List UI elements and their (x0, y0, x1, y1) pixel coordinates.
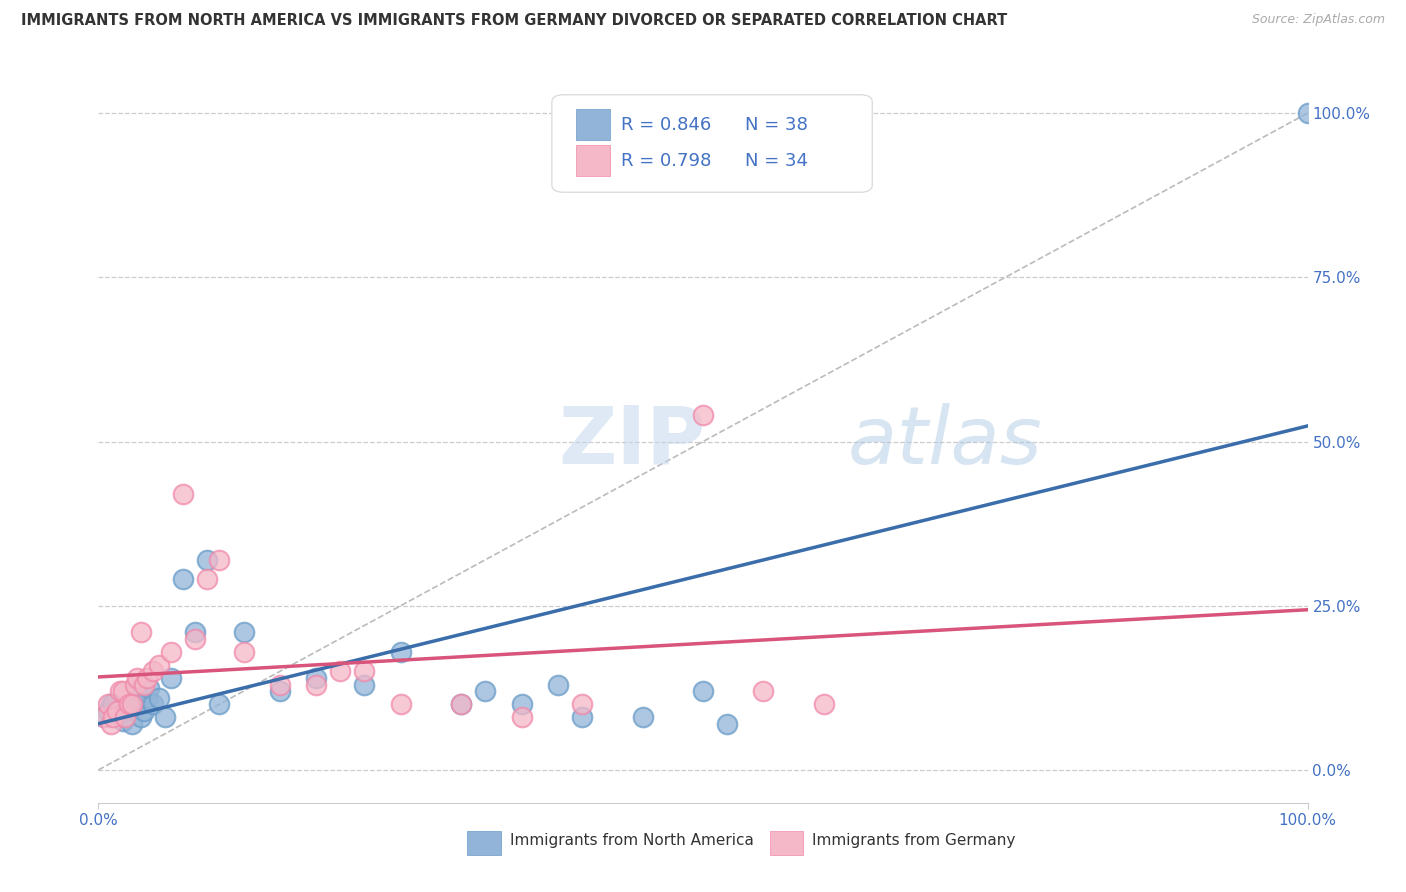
Point (813, 698, 835, 712)
Point (1296, 106, 1319, 120)
Point (184, 632, 207, 646)
Point (389, 645, 412, 659)
Point (353, 677, 375, 691)
Point (232, 625, 254, 640)
Point (269, 677, 291, 691)
Point (510, 698, 533, 712)
Point (97, 698, 120, 712)
Point (111, 684, 134, 698)
Point (105, 704, 128, 718)
Point (716, 717, 738, 731)
Point (121, 717, 143, 731)
Point (195, 553, 218, 567)
Point (121, 698, 143, 712)
Point (510, 710, 533, 724)
FancyBboxPatch shape (576, 145, 610, 176)
Point (129, 710, 152, 724)
Point (353, 665, 375, 679)
Point (148, 657, 170, 672)
Point (134, 704, 156, 718)
Text: N = 34: N = 34 (745, 153, 808, 170)
Point (232, 645, 254, 659)
Point (142, 698, 165, 712)
Point (127, 671, 149, 685)
Text: ZIP: ZIP (558, 402, 706, 481)
Point (571, 698, 593, 712)
Point (752, 684, 775, 698)
Point (269, 684, 291, 698)
Point (138, 681, 160, 695)
Point (172, 487, 194, 501)
Text: R = 0.798: R = 0.798 (621, 153, 711, 170)
Point (118, 698, 141, 712)
Text: IMMIGRANTS FROM NORTH AMERICA VS IMMIGRANTS FROM GERMANY DIVORCED OR SEPARATED C: IMMIGRANTS FROM NORTH AMERICA VS IMMIGRA… (21, 13, 1007, 29)
Text: R = 0.846: R = 0.846 (621, 116, 711, 134)
FancyBboxPatch shape (467, 830, 501, 855)
Point (97, 704, 120, 718)
Point (153, 710, 176, 724)
Point (124, 677, 146, 691)
Point (135, 671, 157, 685)
Point (124, 698, 146, 712)
FancyBboxPatch shape (769, 830, 803, 855)
Point (148, 690, 170, 705)
Point (692, 409, 714, 423)
Point (114, 704, 136, 718)
Point (127, 684, 149, 698)
Point (108, 704, 131, 718)
Point (118, 700, 141, 714)
FancyBboxPatch shape (576, 109, 610, 139)
Point (571, 710, 593, 724)
Point (100, 698, 122, 712)
Point (184, 625, 207, 640)
Point (692, 684, 714, 698)
Point (105, 707, 128, 722)
Point (208, 553, 231, 567)
Point (450, 698, 472, 712)
Point (93, 710, 115, 724)
Point (329, 665, 352, 679)
Point (134, 677, 156, 691)
Point (547, 677, 569, 691)
Text: Source: ZipAtlas.com: Source: ZipAtlas.com (1251, 13, 1385, 27)
Point (208, 698, 231, 712)
Point (101, 710, 124, 724)
Point (100, 717, 122, 731)
Point (474, 684, 496, 698)
Point (135, 690, 157, 705)
FancyBboxPatch shape (551, 95, 872, 193)
Text: Immigrants from North America: Immigrants from North America (509, 833, 754, 848)
Text: Immigrants from Germany: Immigrants from Germany (811, 833, 1015, 848)
Point (389, 698, 412, 712)
Point (450, 698, 472, 712)
Point (305, 671, 328, 685)
Text: atlas: atlas (848, 402, 1043, 481)
Point (93, 710, 115, 724)
Point (129, 625, 152, 640)
Point (305, 677, 328, 691)
Point (142, 665, 165, 679)
Point (108, 684, 131, 698)
Point (195, 573, 218, 587)
Point (101, 698, 124, 712)
Point (160, 645, 183, 659)
Point (160, 671, 183, 685)
Point (631, 710, 654, 724)
Point (114, 710, 136, 724)
Point (172, 573, 194, 587)
Point (111, 714, 134, 728)
Text: N = 38: N = 38 (745, 116, 808, 134)
